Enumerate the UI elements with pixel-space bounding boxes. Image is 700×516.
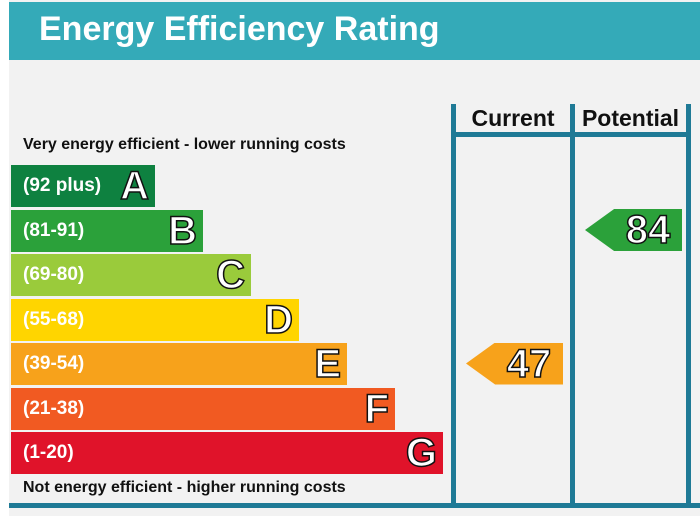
band-range-label: (69-80) bbox=[23, 264, 85, 285]
divider-potential-right bbox=[686, 104, 691, 505]
band-range-label: (81-91) bbox=[23, 219, 85, 241]
header-bar: Energy Efficiency Rating bbox=[9, 2, 700, 60]
bottom-border bbox=[9, 503, 700, 508]
band-e: (39-54) E bbox=[11, 341, 347, 387]
divider-current-left bbox=[451, 104, 456, 505]
band-a: (92 plus) A bbox=[11, 163, 155, 209]
band-letter: A bbox=[119, 163, 149, 209]
column-header-potential: Potential bbox=[581, 105, 680, 131]
rating-value-potential: 84 bbox=[625, 208, 671, 252]
band-letter: E bbox=[314, 341, 342, 387]
band-range-label: (55-68) bbox=[23, 308, 85, 330]
rating-arrow-potential: 84 bbox=[585, 209, 682, 251]
band-f: (21-38) F bbox=[11, 386, 395, 432]
chart-title: Energy Efficiency Rating bbox=[39, 10, 440, 48]
band-letter: G bbox=[405, 430, 438, 476]
band-letter: D bbox=[263, 297, 293, 343]
band-c: (69-80) C bbox=[11, 252, 251, 298]
band-b: (81-91) B bbox=[11, 208, 203, 254]
band-range-label: (39-54) bbox=[23, 353, 85, 374]
band-letter: F bbox=[364, 386, 390, 432]
divider-current-right bbox=[570, 104, 575, 505]
rating-value-current: 47 bbox=[506, 341, 552, 386]
band-letter: C bbox=[215, 252, 245, 298]
band-range-label: (21-38) bbox=[23, 397, 85, 419]
column-header-current: Current bbox=[471, 105, 555, 131]
band-g: (1-20) G bbox=[11, 430, 443, 476]
band-range-label: (92 plus) bbox=[23, 175, 102, 196]
caption-top: Very energy efficient - lower running co… bbox=[23, 136, 346, 153]
caption-bottom: Not energy efficient - higher running co… bbox=[23, 479, 346, 496]
band-letter: B bbox=[167, 208, 197, 254]
band-d: (55-68) D bbox=[11, 297, 299, 343]
header-underline bbox=[451, 132, 691, 137]
band-range-label: (1-20) bbox=[23, 442, 74, 463]
